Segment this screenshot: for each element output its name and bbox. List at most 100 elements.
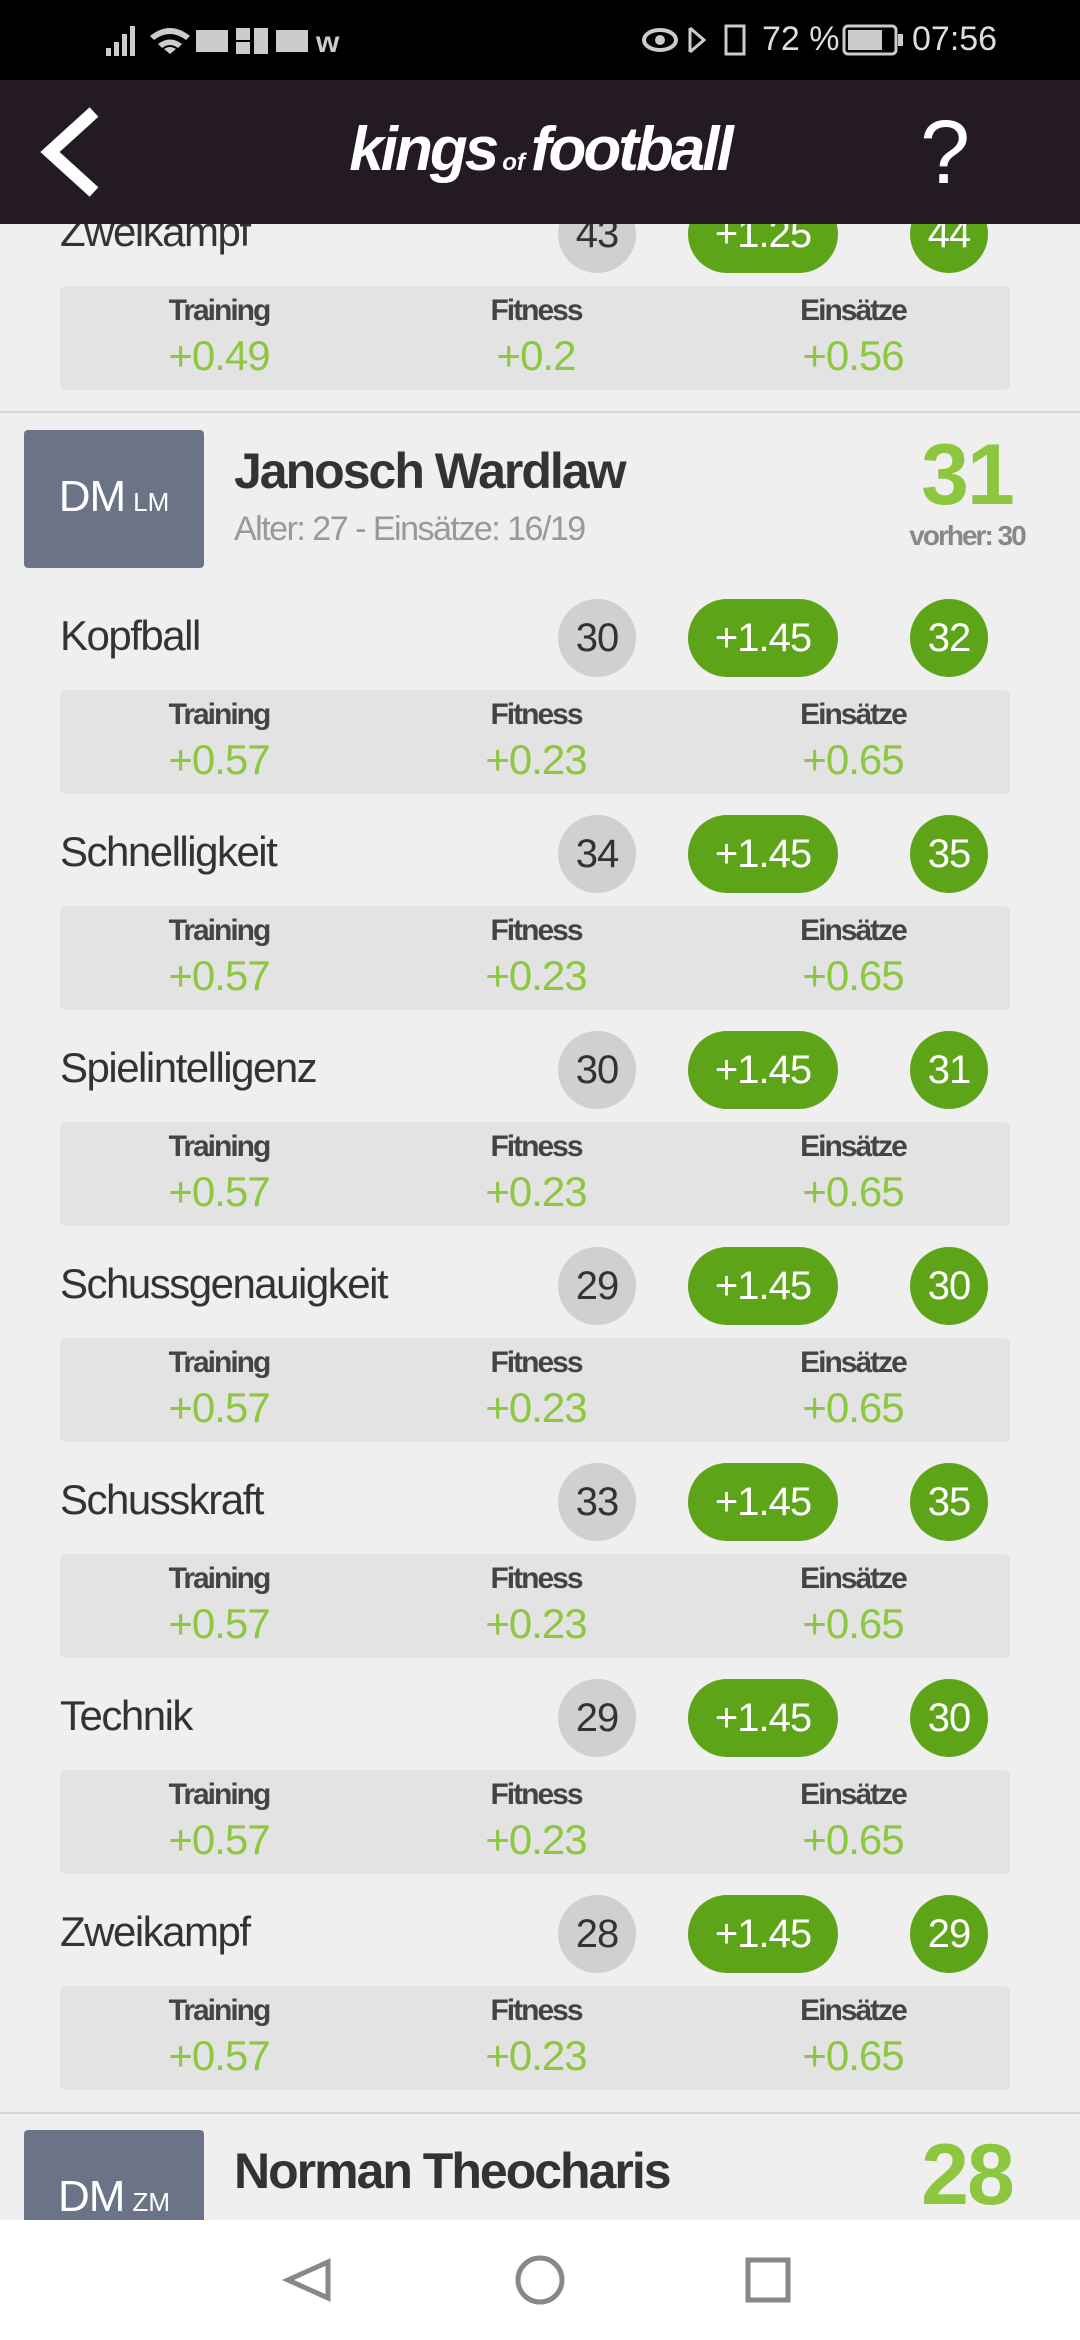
stat-breakdown: Training +0.57 Fitness +0.23 Einsätze +0.65	[60, 1986, 1010, 2090]
breakdown-label: Einsätze	[800, 1346, 908, 1379]
stat-name: Zweikampf	[60, 1908, 251, 1955]
breakdown-label: Fitness	[490, 1562, 583, 1595]
stat-current: 30	[558, 1031, 636, 1109]
nav-recent[interactable]	[745, 2257, 791, 2303]
position: DM	[58, 472, 126, 521]
position: DM	[58, 2172, 125, 2220]
stat-name: Kopfball	[60, 612, 201, 659]
stat-next: 30	[910, 1679, 988, 1757]
breakdown-value: +0.49	[168, 332, 270, 379]
breakdown-value: +0.57	[168, 1384, 270, 1431]
position-label: DM ZM	[24, 2172, 204, 2220]
breakdown-label: Fitness	[490, 294, 583, 327]
separator	[0, 411, 1080, 413]
back-button[interactable]	[36, 104, 106, 200]
breakdown-label: Training	[168, 1994, 272, 2027]
breakdown-value: +0.65	[802, 2032, 904, 2079]
stat-current: 29	[558, 1247, 636, 1325]
breakdown-label: Einsätze	[800, 698, 908, 731]
stat-next: 32	[910, 599, 988, 677]
previous-rating: vorher: 30	[909, 520, 1026, 551]
breakdown-value: +0.65	[802, 736, 904, 783]
stat-gain: +1.45	[688, 599, 838, 677]
stat-next: 35	[910, 1463, 988, 1541]
status-icons: w	[106, 26, 340, 59]
nav-bar	[0, 2220, 1080, 2340]
breakdown-value: +0.65	[802, 1816, 904, 1863]
breakdown-label: Training	[168, 1346, 272, 1379]
stat-name: Zweikampf	[60, 224, 251, 255]
stat-name: Technik	[60, 1692, 193, 1739]
stat-gain: +1.45	[688, 1463, 838, 1541]
breakdown-value: +0.56	[802, 332, 904, 379]
stat-current: 43	[558, 224, 636, 273]
breakdown-value: +0.57	[168, 2032, 270, 2079]
status-bar: w 72 % 07:56	[0, 0, 1080, 80]
breakdown-value: +0.2	[496, 332, 577, 379]
breakdown-label: Einsätze	[800, 914, 908, 947]
breakdown-value: +0.57	[168, 736, 270, 783]
breakdown-label: Einsätze	[800, 294, 908, 327]
stat-current: 28	[558, 1895, 636, 1973]
stat-current: 29	[558, 1679, 636, 1757]
stat-gain: +1.45	[688, 1895, 838, 1973]
breakdown-value: +0.65	[802, 1168, 904, 1215]
logo: kings offootball	[0, 114, 1080, 185]
position-badge: DM LM	[24, 430, 204, 568]
battery-level: 72 %	[762, 20, 840, 58]
breakdown-value: +0.23	[485, 736, 587, 783]
breakdown-label: Training	[168, 294, 272, 327]
stat-breakdown: Training +0.57 Fitness +0.23 Einsätze +0.65	[60, 690, 1010, 794]
breakdown-label: Training	[168, 914, 272, 947]
stat-name: Schnelligkeit	[60, 828, 278, 875]
battery-icon	[842, 24, 903, 56]
breakdown-value: +0.57	[168, 1600, 270, 1647]
position-label: DM LM	[24, 472, 204, 522]
stat-name: Schusskraft	[60, 1476, 264, 1523]
content: Zweikampf 43 +1.25 44 Training +0.49 Fitness +0…	[0, 224, 1080, 2220]
nav-home[interactable]	[515, 2255, 565, 2305]
breakdown-label: Training	[168, 1130, 272, 1163]
logo-text: football	[530, 115, 734, 184]
stat-current: 34	[558, 815, 636, 893]
breakdown-value: +0.65	[802, 1384, 904, 1431]
breakdown-value: +0.23	[485, 1168, 587, 1215]
stat-next: 44	[910, 224, 988, 273]
breakdown-value: +0.65	[802, 952, 904, 999]
clock: 07:56	[912, 20, 998, 58]
player-details: Alter: 27 - Einsätze: 16/19	[234, 510, 586, 548]
breakdown-value: +0.57	[168, 952, 270, 999]
breakdown-label: Fitness	[490, 698, 583, 731]
breakdown-label: Training	[168, 1562, 272, 1595]
nav-back[interactable]	[281, 2258, 331, 2302]
stat-breakdown: Training +0.57 Fitness +0.23 Einsätze +0.65	[60, 906, 1010, 1010]
stat-next: 31	[910, 1031, 988, 1109]
breakdown-label: Fitness	[490, 914, 583, 947]
stat-gain: +1.45	[688, 1031, 838, 1109]
logo-text: kings	[349, 115, 499, 184]
nav-icons	[281, 2255, 791, 2305]
breakdown-label: Fitness	[490, 1778, 583, 1811]
stat-next: 35	[910, 815, 988, 893]
player-name: Norman Theocharis	[234, 2143, 672, 2199]
stat-gain: +1.45	[688, 815, 838, 893]
breakdown-value: +0.23	[485, 952, 587, 999]
player-name: Janosch Wardlaw	[234, 443, 626, 499]
breakdown-value: +0.23	[485, 2032, 587, 2079]
help-button[interactable]: ?	[920, 103, 971, 203]
secondary-position: ZM	[132, 2187, 170, 2217]
stat-breakdown: Training +0.57 Fitness +0.23 Einsätze +0.65	[60, 1122, 1010, 1226]
stat-gain: +1.25	[688, 224, 838, 273]
stat-breakdown: Training +0.57 Fitness +0.23 Einsätze +0.65	[60, 1338, 1010, 1442]
stat-gain: +1.45	[688, 1247, 838, 1325]
breakdown-label: Fitness	[490, 1346, 583, 1379]
player-rating: 31	[921, 427, 1015, 523]
stat-current: 30	[558, 599, 636, 677]
breakdown-value: +0.23	[485, 1384, 587, 1431]
svg-text:w: w	[315, 26, 340, 59]
breakdown-label: Einsätze	[800, 1778, 908, 1811]
status-icons-right	[642, 24, 746, 56]
stat-breakdown: Training +0.57 Fitness +0.23 Einsätze +0.65	[60, 1770, 1010, 1874]
breakdown-label: Training	[168, 698, 272, 731]
